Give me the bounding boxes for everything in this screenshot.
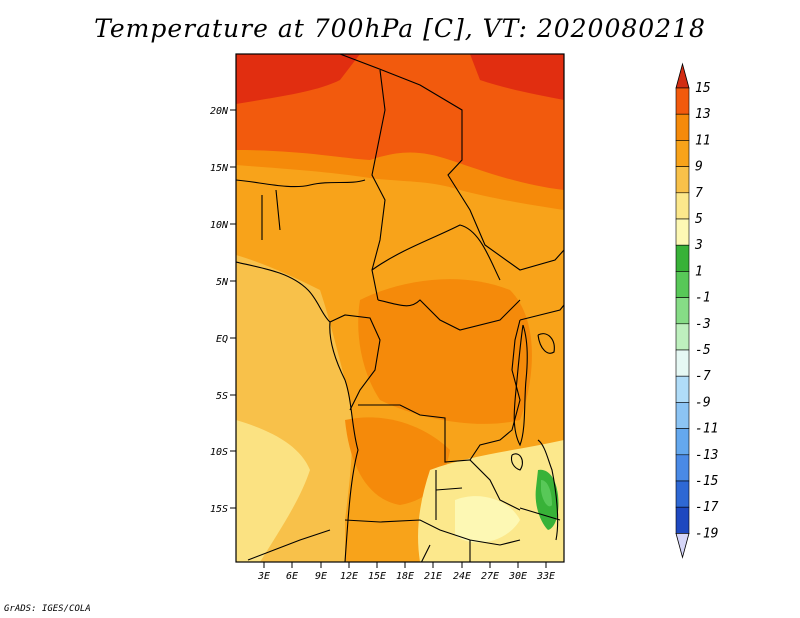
colorbar-swatch [675, 375, 690, 403]
colorbar-swatch [675, 349, 690, 377]
lon-label: 33E [536, 571, 555, 582]
colorbar-swatch [675, 454, 690, 482]
lat-label: EQ [216, 334, 228, 345]
lon-axis: 3E 6E 9E 12E 15E 18E 21E 24E 27E 30E 33E [257, 562, 555, 582]
colorbar-swatch [675, 402, 690, 429]
map-frame [235, 53, 565, 563]
lon-label: 24E [453, 571, 471, 582]
lon-label: 15E [368, 571, 386, 582]
colorbar-label: -5 [695, 343, 711, 358]
lon-label: 30E [508, 571, 527, 582]
colorbar-swatch [675, 323, 690, 351]
lon-label: 18E [396, 571, 414, 582]
colorbar-label: 1 [695, 264, 703, 279]
colorbar-label: -13 [695, 448, 718, 463]
lat-label: 15N [210, 163, 229, 174]
colorbar-over-triangle [675, 62, 690, 89]
colorbar-label: -19 [695, 526, 718, 541]
country-borders [236, 54, 564, 562]
colorbar-label: -15 [695, 474, 719, 489]
colorbar-swatch [675, 244, 690, 272]
colorbar-label: 5 [695, 212, 703, 227]
lat-label: 20N [210, 106, 229, 117]
colorbar-label: 9 [695, 160, 703, 175]
lon-label: 6E [286, 571, 298, 582]
lat-label: 10N [210, 220, 229, 231]
colorbar-label: -7 [695, 369, 711, 384]
lon-label: 12E [340, 571, 358, 582]
credit-text: GrADS: IGES/COLA [4, 604, 91, 614]
colorbar-label: -11 [695, 422, 718, 437]
lon-label: 27E [481, 571, 499, 582]
lat-label: 10S [210, 447, 228, 458]
chart-title: Temperature at 700hPa [C], VT: 202008021… [94, 14, 706, 43]
colorbar-swatch [675, 506, 690, 534]
colorbar: 15 13 11 9 7 5 3 1 -1 -3 -5 -7 -9 -11 -13 -15 -17 -19 [675, 62, 719, 559]
colorbar-label: 11 [695, 133, 711, 148]
lat-axis: 20N 15N 10N 5N EQ 5S 10S 15S [210, 106, 236, 515]
colorbar-swatch [675, 192, 690, 220]
colorbar-label: -17 [695, 500, 719, 515]
colorbar-swatch [675, 480, 690, 508]
colorbar-swatch [675, 297, 690, 325]
colorbar-swatch [675, 140, 690, 167]
lon-label: 21E [424, 571, 442, 582]
colorbar-label: -9 [695, 395, 711, 410]
colorbar-swatch [675, 87, 690, 115]
colorbar-label: 7 [695, 186, 703, 201]
colorbar-label: -1 [695, 291, 711, 306]
colorbar-swatch [675, 218, 690, 246]
colorbar-label: 13 [695, 107, 711, 122]
colorbar-label: -3 [695, 317, 711, 332]
temperature-field [236, 54, 564, 562]
colorbar-swatch [675, 166, 690, 194]
lat-label: 15S [210, 504, 228, 515]
lat-label: 5N [216, 277, 229, 288]
lon-label: 3E [257, 571, 270, 582]
colorbar-swatch [675, 271, 690, 298]
colorbar-label: 15 [695, 81, 711, 96]
colorbar-swatch [675, 428, 690, 456]
colorbar-swatch [675, 113, 690, 141]
colorbar-under-triangle [675, 533, 690, 559]
lon-label: 9E [315, 571, 327, 582]
colorbar-label: 3 [694, 238, 703, 253]
lat-label: 5S [216, 391, 228, 402]
